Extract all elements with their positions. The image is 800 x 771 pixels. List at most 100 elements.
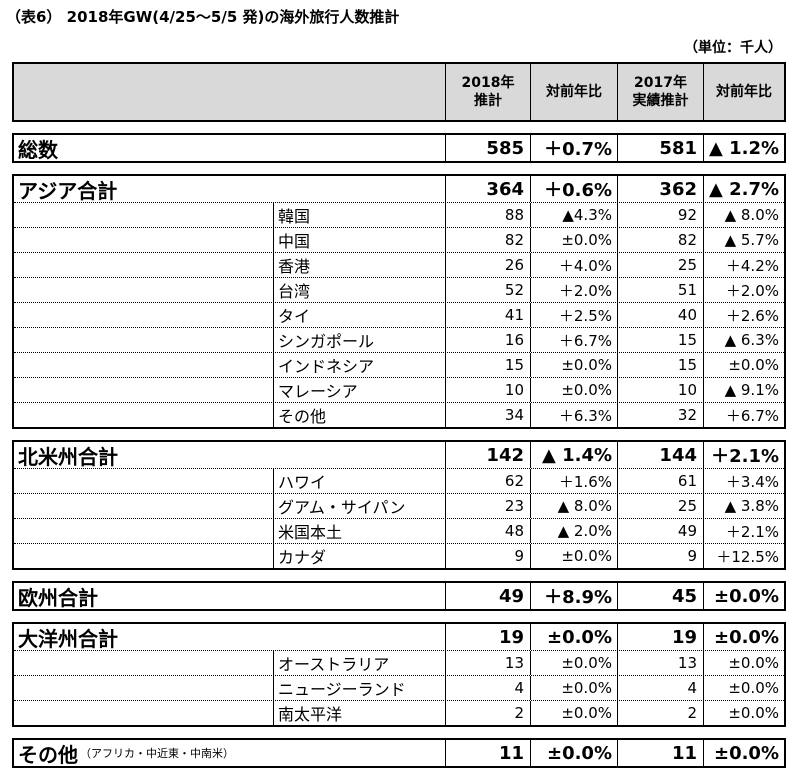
row-name: 香港	[273, 253, 445, 277]
value-2018: 41	[445, 303, 530, 327]
yoy-2017: ＋6.7%	[703, 403, 784, 427]
unit-label: （単位：千人）	[684, 40, 782, 56]
table-row: 欧州合計 49 ＋8.9% 45 ±0.0%	[14, 583, 784, 609]
value-2018: 9	[445, 544, 530, 568]
header-yoy-2017: 対前年比	[703, 64, 784, 120]
row-name: その他 （アフリカ・中近東・中南米）	[18, 742, 234, 767]
yoy-2017: ＋12.5%	[703, 544, 784, 568]
indent-spacer	[14, 469, 273, 493]
table-row: 北米州合計 142 ▲ 1.4% 144 ＋2.1%	[14, 442, 784, 468]
value-2017: 40	[617, 303, 703, 327]
yoy-2017: ▲ 6.3%	[703, 328, 784, 352]
yoy-2017: ±0.0%	[703, 353, 784, 377]
row-name: 欧州合計	[18, 585, 98, 610]
value-2017: 13	[617, 651, 703, 675]
yoy-2018: ＋6.7%	[530, 328, 617, 352]
value-2017: 51	[617, 278, 703, 302]
value-2017: 15	[617, 353, 703, 377]
table-row: アジア合計 364 ＋0.6% 362 ▲ 2.7%	[14, 176, 784, 202]
value-2017: 92	[617, 203, 703, 227]
table-row: その他 （アフリカ・中近東・中南米） 11 ±0.0% 11 ±0.0%	[14, 740, 784, 766]
yoy-2017: ▲ 3.8%	[703, 494, 784, 518]
total-block: 総数 585 ＋0.7% 581 ▲ 1.2%	[12, 133, 786, 163]
table-row: 台湾 52 ＋2.0% 51 ＋2.0%	[14, 277, 784, 302]
indent-spacer	[14, 519, 273, 543]
row-name: タイ	[273, 303, 445, 327]
yoy-2018: ▲4.3%	[530, 203, 617, 227]
yoy-2018: ＋2.0%	[530, 278, 617, 302]
yoy-2017: ±0.0%	[703, 651, 784, 675]
row-name: ニュージーランド	[273, 676, 445, 700]
other-note: （アフリカ・中近東・中南米）	[80, 747, 234, 760]
row-name: シンガポール	[273, 328, 445, 352]
value-2017: 15	[617, 328, 703, 352]
indent-spacer	[14, 253, 273, 277]
table-row: グアム・サイパン 23 ▲ 8.0% 25 ▲ 3.8%	[14, 493, 784, 518]
row-name: 南太平洋	[273, 701, 445, 725]
yoy-2018: ＋1.6%	[530, 469, 617, 493]
yoy-2017: ±0.0%	[703, 701, 784, 725]
yoy-2018: ±0.0%	[530, 701, 617, 725]
indent-spacer	[14, 278, 273, 302]
data-table: 2018年 推計 対前年比 2017年 実績推計 対前年比 総数 585 ＋0.7%…	[12, 62, 786, 768]
value-2017: 61	[617, 469, 703, 493]
indent-spacer	[14, 676, 273, 700]
value-2017: 49	[617, 519, 703, 543]
row-name: マレーシア	[273, 378, 445, 402]
row-name: その他	[273, 403, 445, 427]
row-name: アジア合計	[18, 178, 118, 203]
value-2017: 25	[617, 253, 703, 277]
other-block: その他 （アフリカ・中近東・中南米） 11 ±0.0% 11 ±0.0%	[12, 738, 786, 768]
row-name: オーストラリア	[273, 651, 445, 675]
header-name-cell	[14, 64, 445, 120]
table-row: ハワイ 62 ＋1.6% 61 ＋3.4%	[14, 468, 784, 493]
table-title: （表6） 2018年GW(4/25～5/5 発)の海外旅行人数推計	[6, 8, 400, 26]
value-2018: 13	[445, 651, 530, 675]
row-name: 中国	[273, 228, 445, 252]
yoy-2018: ±0.0%	[530, 353, 617, 377]
indent-spacer	[14, 303, 273, 327]
table-row: オーストラリア 13 ±0.0% 13 ±0.0%	[14, 650, 784, 675]
header-yoy-2018: 対前年比	[530, 64, 617, 120]
table-row: マレーシア 10 ±0.0% 10 ▲ 9.1%	[14, 377, 784, 402]
row-name: ハワイ	[273, 469, 445, 493]
indent-spacer	[14, 494, 273, 518]
table-row: カナダ 9 ±0.0% 9 ＋12.5%	[14, 543, 784, 568]
value-2018: 10	[445, 378, 530, 402]
yoy-2017: ▲ 5.7%	[703, 228, 784, 252]
north-america-block: 北米州合計 142 ▲ 1.4% 144 ＋2.1% ハワイ 62 ＋1.6% 61 ＋…	[12, 440, 786, 570]
value-2018: 26	[445, 253, 530, 277]
row-name: 大洋州合計	[18, 626, 118, 651]
table-row: シンガポール 16 ＋6.7% 15 ▲ 6.3%	[14, 327, 784, 352]
europe-block: 欧州合計 49 ＋8.9% 45 ±0.0%	[12, 581, 786, 611]
yoy-2017: ±0.0%	[703, 676, 784, 700]
asia-block: アジア合計 364 ＋0.6% 362 ▲ 2.7% 韓国 88 ▲4.3% 92 ▲ …	[12, 174, 786, 429]
value-2018: 62	[445, 469, 530, 493]
table-row: 香港 26 ＋4.0% 25 ＋4.2%	[14, 252, 784, 277]
value-2018: 88	[445, 203, 530, 227]
row-name: 米国本土	[273, 519, 445, 543]
indent-spacer	[14, 378, 273, 402]
value-2018: 15	[445, 353, 530, 377]
value-2018: 16	[445, 328, 530, 352]
row-name: インドネシア	[273, 353, 445, 377]
yoy-2018: ±0.0%	[530, 544, 617, 568]
oceania-items: オーストラリア 13 ±0.0% 13 ±0.0% ニュージーランド 4 ±0.0% 4 ±0.0…	[14, 650, 784, 725]
yoy-2018: ±0.0%	[530, 228, 617, 252]
row-name: 台湾	[273, 278, 445, 302]
value-2017: 2	[617, 701, 703, 725]
yoy-2018: ±0.0%	[530, 676, 617, 700]
north-america-items: ハワイ 62 ＋1.6% 61 ＋3.4% グアム・サイパン 23 ▲ 8.0% 25 ▲ 3.8…	[14, 468, 784, 568]
yoy-2018: ＋6.3%	[530, 403, 617, 427]
yoy-2018: ▲ 2.0%	[530, 519, 617, 543]
indent-spacer	[14, 353, 273, 377]
row-name: グアム・サイパン	[273, 494, 445, 518]
asia-items: 韓国 88 ▲4.3% 92 ▲ 8.0% 中国 82 ±0.0% 82 ▲ 5.7% 香港 26 ＋4…	[14, 202, 784, 427]
value-2017: 9	[617, 544, 703, 568]
yoy-2017: ▲ 8.0%	[703, 203, 784, 227]
yoy-2017: ▲ 9.1%	[703, 378, 784, 402]
value-2018: 48	[445, 519, 530, 543]
table-row: 大洋州合計 19 ±0.0% 19 ±0.0%	[14, 624, 784, 650]
yoy-2017: ＋3.4%	[703, 469, 784, 493]
table-row: タイ 41 ＋2.5% 40 ＋2.6%	[14, 302, 784, 327]
